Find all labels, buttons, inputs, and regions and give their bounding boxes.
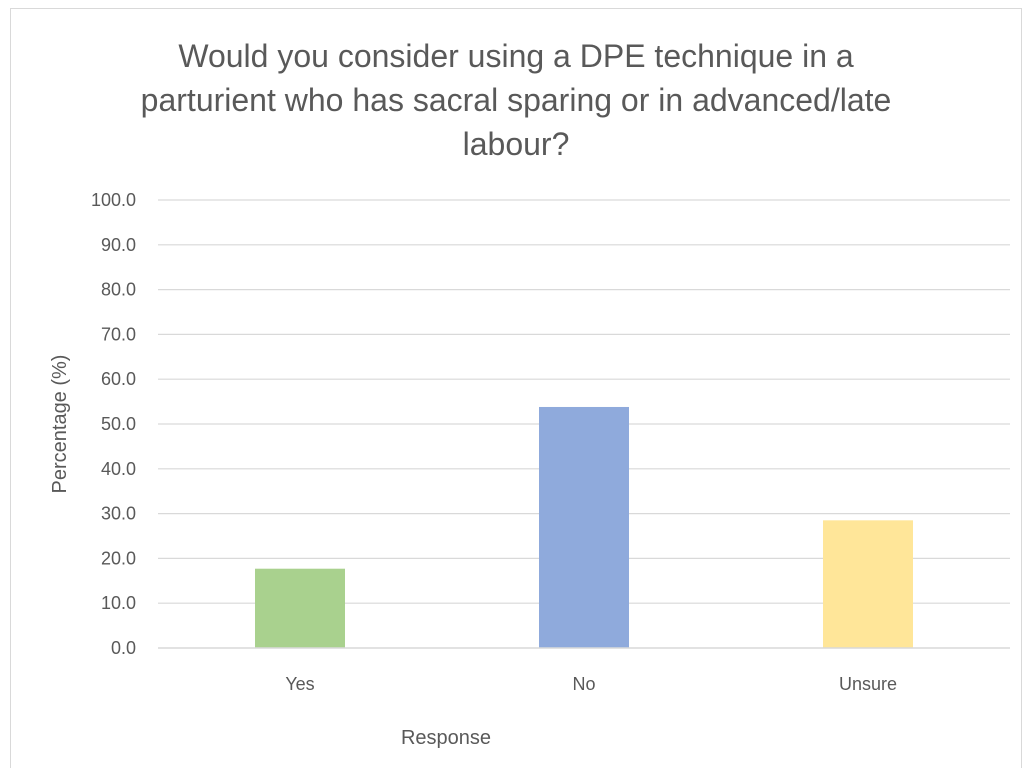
x-category-label: Yes — [285, 674, 314, 694]
x-axis-categories: Yes No Unsure — [285, 674, 897, 694]
bar-unsure — [823, 520, 913, 648]
bars — [255, 406, 913, 648]
chart-title-line: parturient who has sacral sparing or in … — [140, 82, 892, 118]
y-tick-label: 50.0 — [101, 414, 136, 434]
y-tick-label: 80.0 — [101, 280, 136, 300]
x-axis-title: Response — [401, 727, 491, 749]
y-tick-label: 0.0 — [111, 638, 136, 658]
chart-title-line: labour? — [462, 126, 570, 162]
y-tick-label: 10.0 — [101, 593, 136, 613]
chart-title-line: Would you consider using a DPE technique… — [178, 38, 854, 74]
y-axis-title: Percentage (%) — [49, 355, 71, 494]
y-tick-label: 30.0 — [101, 504, 136, 524]
y-tick-label: 40.0 — [101, 459, 136, 479]
y-tick-label: 60.0 — [101, 369, 136, 389]
y-tick-label: 90.0 — [101, 235, 136, 255]
y-tick-label: 100.0 — [91, 190, 136, 210]
chart-title: Would you consider using a DPE technique… — [0, 34, 1032, 166]
y-axis-ticks: 0.0 10.0 20.0 30.0 40.0 50.0 60.0 70.0 80.0 90.0 1… — [91, 190, 136, 658]
y-tick-label: 20.0 — [101, 548, 136, 568]
bar-yes — [255, 568, 345, 648]
x-category-label: Unsure — [839, 674, 897, 694]
x-category-label: No — [572, 674, 595, 694]
bar-no — [539, 406, 629, 648]
y-tick-label: 70.0 — [101, 324, 136, 344]
